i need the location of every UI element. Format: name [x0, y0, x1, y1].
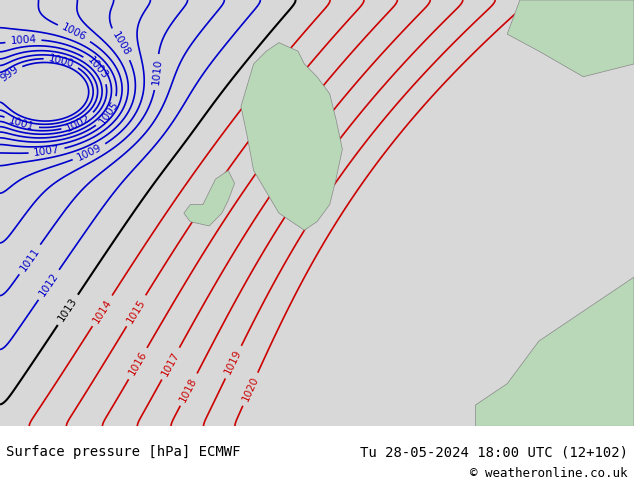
Text: 1018: 1018	[178, 375, 199, 404]
Text: 1003: 1003	[85, 55, 110, 82]
Text: 1014: 1014	[91, 297, 113, 324]
Text: Tu 28-05-2024 18:00 UTC (12+102): Tu 28-05-2024 18:00 UTC (12+102)	[359, 445, 628, 460]
Text: 1006: 1006	[60, 23, 88, 43]
Text: © weatheronline.co.uk: © weatheronline.co.uk	[470, 467, 628, 480]
Polygon shape	[507, 0, 634, 77]
Text: 1002: 1002	[65, 113, 93, 133]
Text: 1012: 1012	[37, 271, 60, 298]
Text: 1019: 1019	[223, 348, 243, 376]
Text: 1016: 1016	[127, 350, 149, 377]
Text: 1020: 1020	[240, 375, 260, 403]
Text: 1010: 1010	[151, 58, 163, 86]
Text: 1005: 1005	[97, 99, 120, 126]
Text: 1008: 1008	[110, 30, 132, 58]
Text: 1017: 1017	[160, 349, 181, 377]
Polygon shape	[241, 43, 342, 230]
Text: 1009: 1009	[75, 143, 103, 163]
Text: 1013: 1013	[56, 296, 79, 323]
Text: 1011: 1011	[18, 246, 41, 273]
Text: 1000: 1000	[48, 53, 75, 69]
Polygon shape	[476, 277, 634, 426]
Text: 1004: 1004	[10, 34, 37, 46]
Polygon shape	[184, 171, 235, 226]
Text: 1007: 1007	[33, 145, 60, 158]
Text: 1001: 1001	[7, 116, 36, 133]
Text: Surface pressure [hPa] ECMWF: Surface pressure [hPa] ECMWF	[6, 445, 241, 460]
Text: 1015: 1015	[125, 297, 147, 325]
Text: 999: 999	[0, 64, 20, 84]
